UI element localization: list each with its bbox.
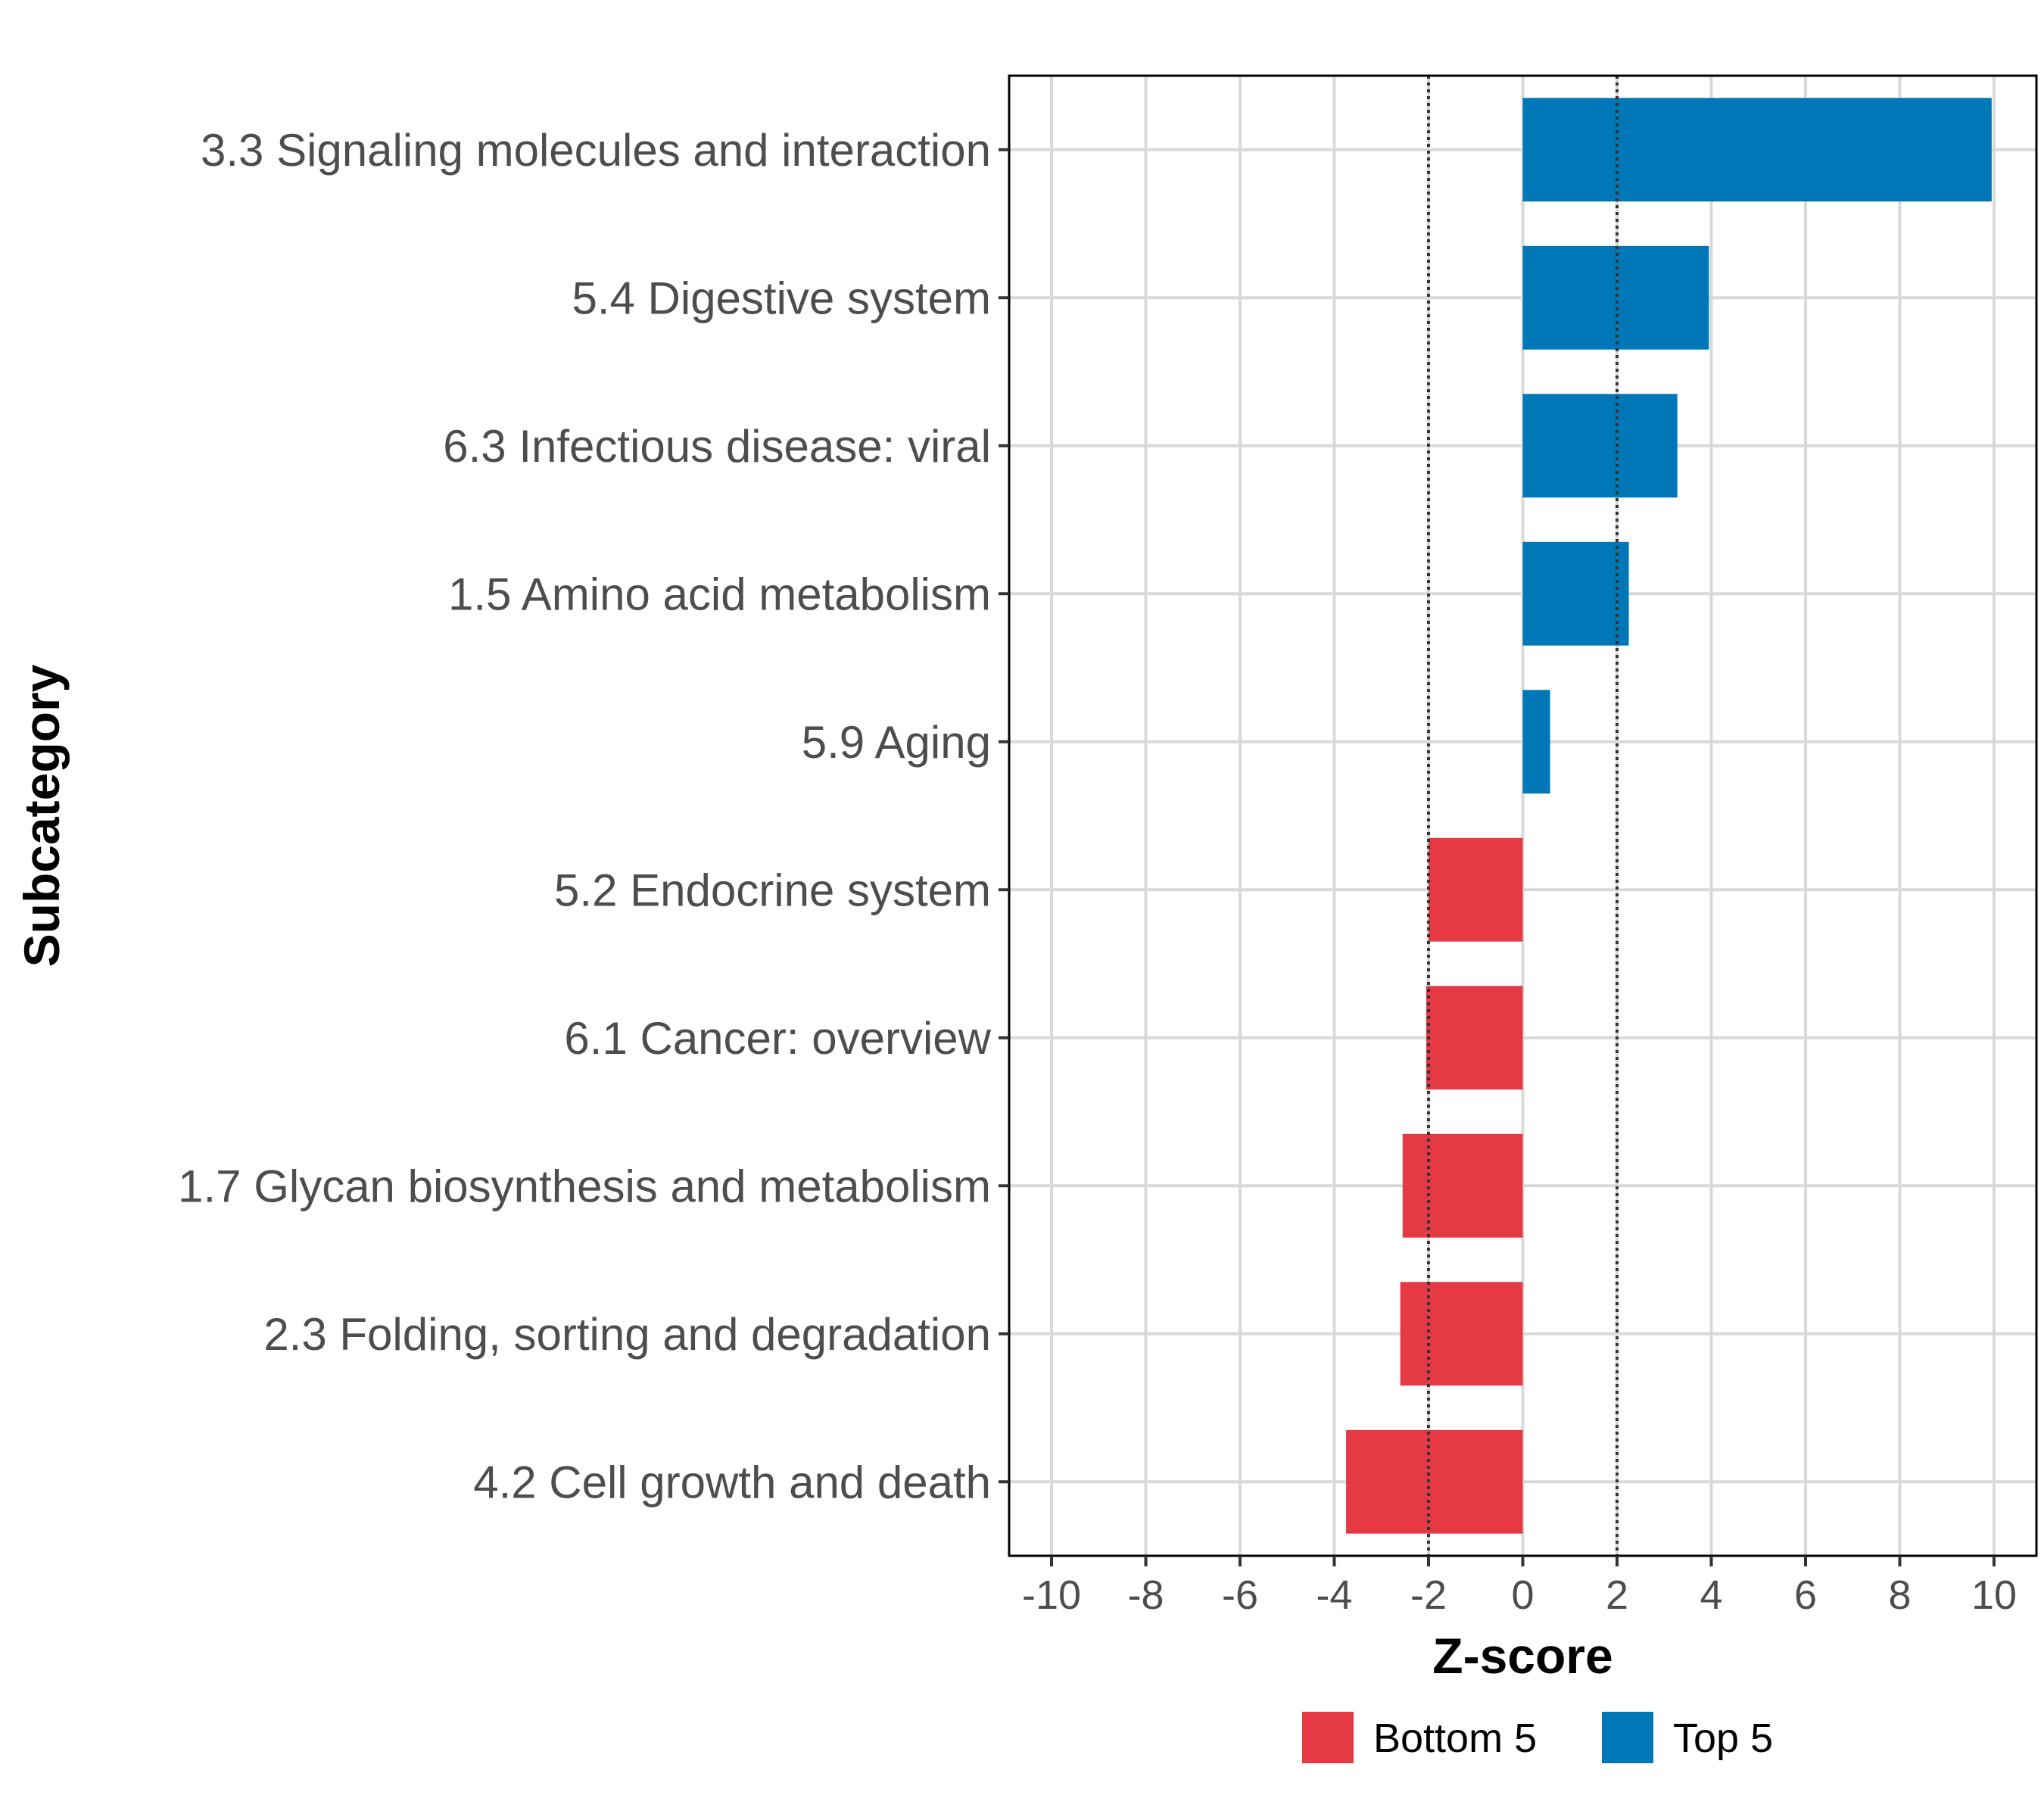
category-label: 5.4 Digestive system [572, 273, 991, 323]
category-label: 3.3 Signaling molecules and interaction [201, 125, 991, 176]
category-label: 5.9 Aging [802, 717, 991, 768]
legend-label: Bottom 5 [1373, 1716, 1537, 1761]
reference-lines [1427, 76, 1619, 1556]
x-tick-label: -10 [1022, 1572, 1081, 1618]
category-label: 1.5 Amino acid metabolism [448, 569, 991, 619]
bar [1522, 394, 1678, 498]
category-label: 6.3 Infectious disease: viral [443, 421, 991, 472]
bars [1346, 98, 1992, 1534]
x-tick-label: -8 [1128, 1572, 1164, 1618]
x-axis-ticks: -10 -8 -6 -4 -2 0 2 4 6 8 10 [1022, 1556, 2017, 1618]
x-tick-label: -2 [1410, 1572, 1447, 1618]
category-label: 6.1 Cancer: overview [564, 1013, 991, 1064]
x-tick-label: 8 [1888, 1572, 1911, 1618]
x-axis-title: Z-score [1432, 1628, 1612, 1684]
x-tick-label: 2 [1606, 1572, 1628, 1618]
y-axis-title: Subcategory [14, 664, 70, 967]
x-tick-label: -6 [1222, 1572, 1258, 1618]
x-tick-label: 4 [1700, 1572, 1722, 1618]
legend-key [1602, 1712, 1653, 1763]
bar [1429, 837, 1523, 942]
bar [1522, 690, 1550, 794]
category-label: 1.7 Glycan biosynthesis and metabolism [178, 1161, 991, 1211]
x-tick-label: -4 [1316, 1572, 1353, 1618]
category-label: 5.2 Endocrine system [554, 865, 991, 915]
category-label: 2.3 Folding, sorting and degradation [263, 1309, 991, 1360]
bar [1522, 98, 1992, 202]
bar [1346, 1429, 1523, 1534]
x-tick-label: 0 [1511, 1572, 1534, 1618]
bar [1426, 986, 1523, 1090]
x-tick-label: 6 [1794, 1572, 1817, 1618]
x-tick-label: 10 [1971, 1572, 2017, 1618]
legend-label: Top 5 [1673, 1716, 1773, 1761]
bar [1400, 1282, 1523, 1386]
legend: Bottom 5 Top 5 [1302, 1712, 1773, 1763]
legend-key [1302, 1712, 1354, 1763]
bar [1522, 245, 1709, 350]
y-axis-ticks: 3.3 Signaling molecules and interaction 5… [178, 125, 1009, 1507]
bar [1402, 1133, 1523, 1238]
bar [1522, 541, 1629, 646]
category-label: 4.2 Cell growth and death [473, 1457, 991, 1507]
